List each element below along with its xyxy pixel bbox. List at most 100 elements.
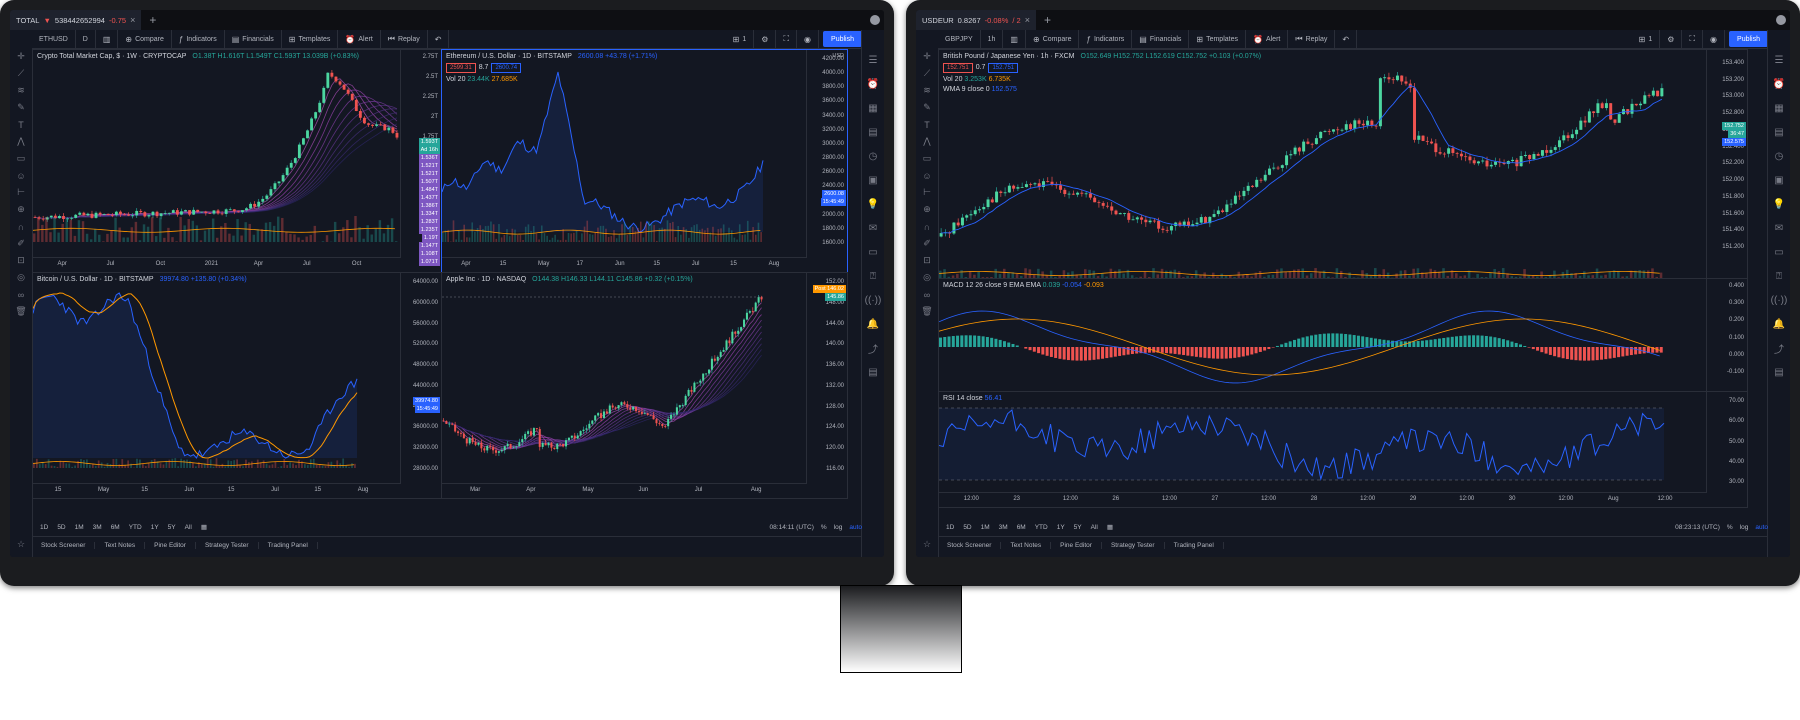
goto-date-icon[interactable]: ▦ [1106, 524, 1114, 531]
goto-date-icon[interactable]: ▦ [200, 524, 208, 531]
rsi-axis[interactable]: 70.00 60.00 50.00 40.00 30.00 [1706, 392, 1747, 493]
financials-button[interactable]: ▤ Financials [1132, 30, 1190, 48]
panel-tab-pine-editor[interactable]: Pine Editor [145, 541, 196, 549]
trend-line-icon[interactable]: ⟋ [17, 68, 25, 78]
eth-price-axis[interactable]: 4200.00 4000.00 3800.00 3600.00 3400.00 3200.… [806, 50, 847, 258]
brush-icon[interactable]: ✎ [923, 102, 931, 112]
calendar-icon[interactable]: ▦ [868, 102, 878, 114]
panel-tab-strategy-tester[interactable]: Strategy Tester [196, 541, 259, 549]
left-tab[interactable]: TOTAL ▼ 538442652994 -0.75 × [10, 10, 142, 30]
fullscreen-button[interactable]: ⛶ [776, 30, 798, 48]
tab-close-icon[interactable]: × [130, 15, 136, 25]
broadcast-icon[interactable]: ((·)) [1770, 294, 1788, 306]
zoom-icon[interactable]: ⊕ [923, 204, 931, 214]
alarm-icon[interactable]: ⏰ [1772, 78, 1786, 90]
link-icon[interactable]: ∞ [17, 289, 25, 300]
trash-icon[interactable]: 🗑 [15, 306, 27, 316]
ruler-icon[interactable]: ⊢ [17, 187, 25, 197]
snapshot-button[interactable]: ◉ [797, 30, 820, 48]
text-icon[interactable]: T [924, 119, 930, 130]
range-1d[interactable]: 1D [40, 523, 49, 531]
pattern-icon[interactable]: ⋀ [17, 136, 25, 146]
indicators-button[interactable]: ƒ Indicators [172, 30, 225, 48]
clock-icon[interactable]: ◷ [868, 150, 878, 162]
pane-rsi[interactable]: RSI 14 close 56.41 70.00 60.00 50.00 40.00 3… [938, 391, 1748, 508]
pane-macd[interactable]: MACD 12 26 close 9 EMA EMA 0.039 -0.054 … [938, 278, 1748, 392]
fib-icon[interactable]: ≋ [17, 85, 25, 95]
help-icon[interactable]: ⍰ [870, 270, 876, 282]
range-3m[interactable]: 3M [92, 523, 102, 531]
panel-tab-stock-screener[interactable]: Stock Screener [32, 541, 96, 549]
financials-button[interactable]: ▤ Financials [225, 30, 282, 48]
range-all[interactable]: All [1090, 523, 1098, 531]
streams-icon[interactable]: ▭ [1774, 246, 1784, 258]
layout-button[interactable]: ⊞ 1 [726, 30, 755, 48]
user-avatar-icon[interactable] [1776, 15, 1786, 25]
ideas-icon[interactable]: 💡 [866, 198, 880, 210]
pane-crypto-market-cap[interactable]: Crypto Total Market Cap, $ · 1W · CRYPTO… [32, 49, 442, 273]
publish-button[interactable]: Publish [1729, 31, 1768, 47]
settings-button[interactable]: ⚙ [1660, 30, 1683, 48]
ruler-icon[interactable]: ⊢ [923, 187, 931, 197]
news-icon[interactable]: ▤ [1774, 126, 1784, 138]
tab-close-icon[interactable]: × [1024, 15, 1030, 25]
pane-ethereum[interactable]: Ethereum / U.S. Dollar · 1D · BITSTAMP 26… [441, 49, 848, 273]
panel-tab-stock-screener[interactable]: Stock Screener [938, 541, 1002, 549]
publish-button[interactable]: Publish [823, 31, 862, 47]
measure-icon[interactable]: ▭ [16, 153, 26, 163]
trend-icon[interactable]: ⤴ [1774, 344, 1784, 356]
range-1y[interactable]: 1Y [1056, 523, 1065, 531]
undo-button[interactable]: ↶ [1335, 30, 1358, 48]
favorites-star-icon[interactable]: ☆ [922, 539, 932, 549]
symbol-search-button[interactable]: GBPJPY [938, 30, 981, 48]
eye-icon[interactable]: ◎ [17, 272, 25, 282]
chat-icon[interactable]: ✉ [868, 222, 878, 234]
panel-tab-trading-panel[interactable]: Trading Panel [1165, 541, 1224, 549]
trend-line-icon[interactable]: ⟋ [923, 68, 931, 78]
measure-icon[interactable]: ▭ [922, 153, 932, 163]
data-window-icon[interactable]: ▣ [1774, 174, 1784, 186]
notification-icon[interactable]: 🔔 [1772, 318, 1786, 330]
chart-type-button[interactable]: ▥ [1003, 30, 1026, 48]
snapshot-button[interactable]: ◉ [1703, 30, 1726, 48]
range-1y[interactable]: 1Y [150, 523, 159, 531]
range-ytd[interactable]: YTD [128, 523, 142, 531]
magnet-icon[interactable]: ∩ [923, 221, 931, 232]
range-5d[interactable]: 5D [57, 523, 66, 531]
range-5y[interactable]: 5Y [1073, 523, 1082, 531]
alert-button[interactable]: ⏰ Alert [1246, 30, 1289, 48]
layout-button[interactable]: ⊞ 1 [1632, 30, 1661, 48]
lock-drawing-icon[interactable]: ✐ [17, 238, 25, 248]
layers-icon[interactable]: ▤ [868, 366, 878, 378]
cursor-icon[interactable]: ✛ [923, 51, 931, 61]
emoji-icon[interactable]: ☺ [922, 170, 932, 181]
cursor-icon[interactable]: ✛ [17, 51, 25, 61]
eth-ask[interactable]: 2599.31 [446, 63, 476, 73]
range-3m[interactable]: 3M [998, 523, 1008, 531]
chat-icon[interactable]: ✉ [1774, 222, 1784, 234]
percent-toggle[interactable]: % [1726, 523, 1733, 531]
lock-drawing-icon[interactable]: ✐ [923, 238, 931, 248]
notification-icon[interactable]: 🔔 [866, 318, 880, 330]
auto-toggle[interactable]: auto [1755, 523, 1768, 531]
alarm-icon[interactable]: ⏰ [866, 78, 880, 90]
settings-button[interactable]: ⚙ [754, 30, 777, 48]
pane-apple[interactable]: Apple Inc · 1D · NASDAQ O144.38 H146.33 L… [441, 272, 848, 499]
streams-icon[interactable]: ▭ [868, 246, 878, 258]
trash-icon[interactable]: 🗑 [921, 306, 933, 316]
link-icon[interactable]: ∞ [923, 289, 931, 300]
new-tab-icon[interactable]: + [1044, 13, 1052, 27]
macd-axis[interactable]: 0.400 0.300 0.200 0.100 0.000 -0.100 [1706, 279, 1747, 391]
templates-button[interactable]: ⊞ Templates [282, 30, 339, 48]
range-5d[interactable]: 5D [963, 523, 972, 531]
undo-button[interactable]: ↶ [428, 30, 450, 48]
btc-time-axis[interactable]: 15 May 15 Jun 15 Jul 15 Aug [33, 483, 401, 498]
eye-icon[interactable]: ◎ [923, 272, 931, 282]
btc-price-axis[interactable]: 64000.00 60000.00 56000.00 52000.00 48000.00… [400, 273, 441, 484]
range-1m[interactable]: 1M [74, 523, 84, 531]
emoji-icon[interactable]: ☺ [16, 170, 26, 181]
percent-toggle[interactable]: % [820, 523, 827, 531]
watchlist-icon[interactable]: ☰ [868, 54, 878, 66]
indicators-button[interactable]: ƒ Indicators [1079, 30, 1133, 48]
